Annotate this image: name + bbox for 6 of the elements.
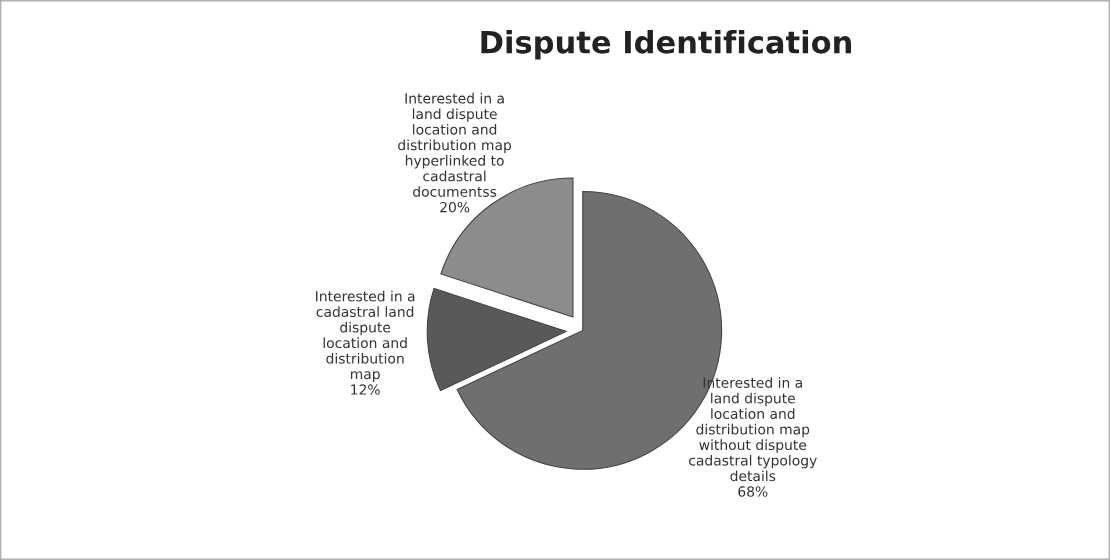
- data-label: 12%: [351, 384, 380, 395]
- data-label: 20%: [440, 201, 470, 213]
- data-label: 68%: [738, 486, 768, 497]
- chart-title: Dispute Identification: [481, 30, 851, 60]
- slice-label: Interested in a cadastral land dispute location and distribution map: [316, 290, 415, 382]
- slice-label: Interested in a land dispute location and distribution map hyperlinked to cadastral documentss: [398, 92, 512, 197]
